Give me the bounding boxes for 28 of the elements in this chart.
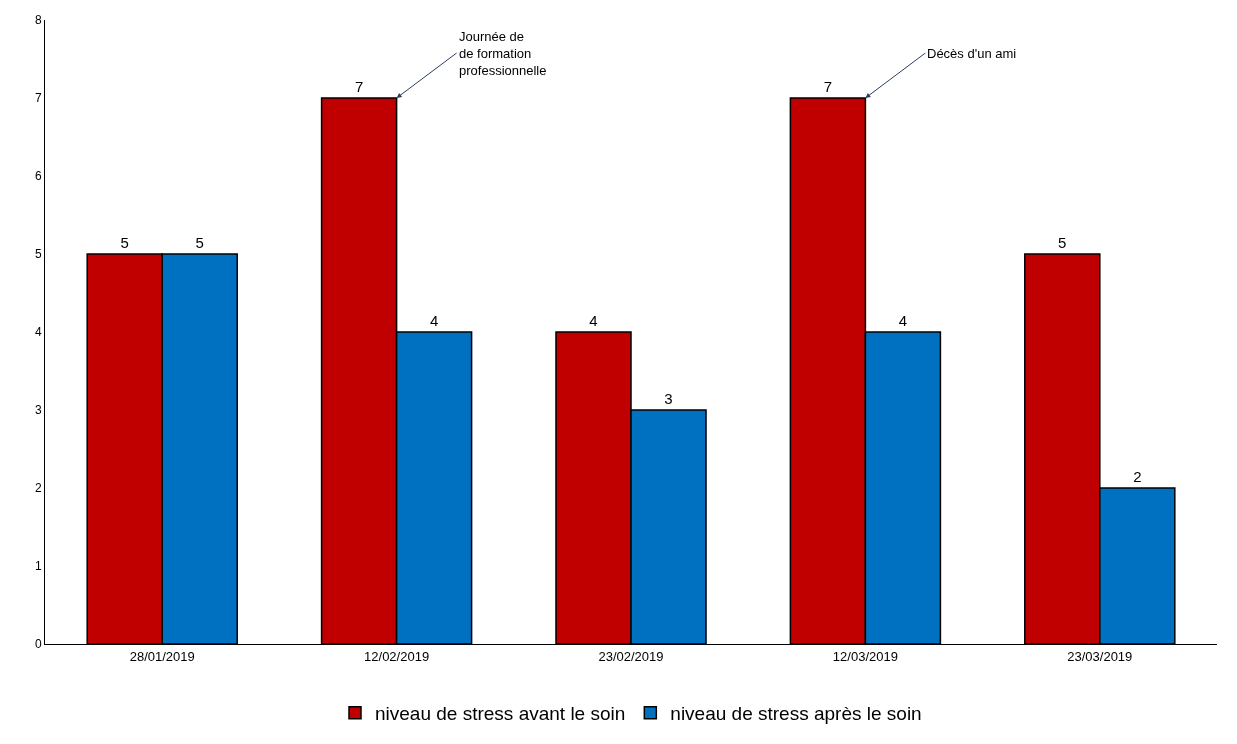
annotation: Décès d'un ami — [927, 46, 1017, 61]
x-tick-label: 23/03/2019 — [1067, 648, 1133, 664]
y-tick-label: 5 — [34, 247, 42, 262]
y-tick-label: 2 — [34, 481, 42, 496]
data-label: 3 — [664, 390, 673, 407]
data-label: 7 — [354, 78, 364, 95]
legend-label: niveau de stress avant le soin — [375, 703, 626, 725]
y-tick-label: 3 — [34, 403, 42, 418]
y-tick-label: 8 — [34, 13, 42, 28]
y-tick-label: 7 — [34, 91, 42, 106]
y-tick-label: 1 — [34, 559, 42, 574]
x-tick-label: 12/03/2019 — [832, 648, 898, 664]
legend-label: niveau de stress après le soin — [670, 703, 922, 725]
data-label: 4 — [898, 312, 908, 329]
annotation: Journée de de formation professionnelle — [459, 29, 547, 78]
x-tick-label: 12/02/2019 — [364, 648, 430, 664]
data-label: 4 — [429, 312, 439, 329]
data-label: 5 — [1058, 234, 1067, 251]
data-label: 7 — [823, 78, 833, 95]
x-tick-label: 28/01/2019 — [129, 648, 195, 664]
y-tick-label: 6 — [34, 169, 42, 184]
data-label: 5 — [195, 234, 204, 251]
data-label: 2 — [1133, 468, 1142, 485]
x-tick-label: 23/02/2019 — [598, 648, 664, 664]
y-tick-label: 4 — [34, 325, 42, 340]
data-label: 4 — [589, 312, 598, 329]
data-label: 5 — [120, 234, 129, 251]
y-tick-label: 0 — [34, 637, 42, 652]
